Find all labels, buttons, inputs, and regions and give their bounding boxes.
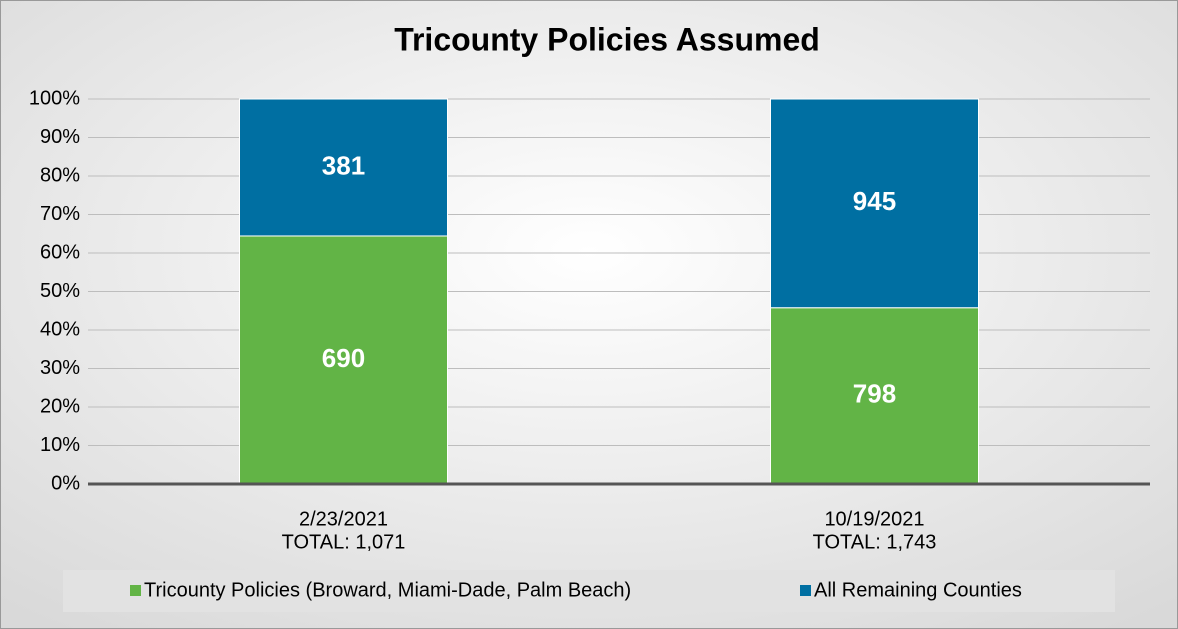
y-tick-label: 20% [40, 395, 80, 417]
legend-label: All Remaining Counties [814, 579, 1022, 601]
legend-swatch [130, 585, 141, 596]
y-tick-label: 100% [29, 87, 80, 109]
data-label: 945 [853, 186, 896, 216]
y-tick-label: 70% [40, 203, 80, 225]
x-tick-label: 2/23/2021 [299, 508, 388, 530]
y-tick-label: 30% [40, 357, 80, 379]
y-tick-label: 50% [40, 280, 80, 302]
bar-segment [239, 235, 448, 485]
data-label: 381 [322, 150, 365, 180]
bar-segment [770, 98, 979, 309]
y-tick-label: 90% [40, 126, 80, 148]
chart-title: Tricounty Policies Assumed [394, 21, 820, 57]
y-tick-label: 80% [40, 164, 80, 186]
data-label: 690 [322, 343, 365, 373]
bar-segment [770, 307, 979, 485]
bar-segment [239, 98, 448, 237]
y-tick-label: 40% [40, 318, 80, 340]
x-tick-sublabel: TOTAL: 1,071 [282, 531, 406, 553]
x-tick-label: 10/19/2021 [824, 508, 924, 530]
legend-label: Tricounty Policies (Broward, Miami-Dade,… [144, 579, 631, 601]
data-label: 798 [853, 379, 896, 409]
y-tick-label: 10% [40, 434, 80, 456]
y-tick-label: 60% [40, 241, 80, 263]
y-tick-label: 0% [51, 472, 80, 494]
x-tick-sublabel: TOTAL: 1,743 [813, 531, 937, 553]
legend-box [63, 570, 1115, 612]
legend-swatch [800, 585, 811, 596]
